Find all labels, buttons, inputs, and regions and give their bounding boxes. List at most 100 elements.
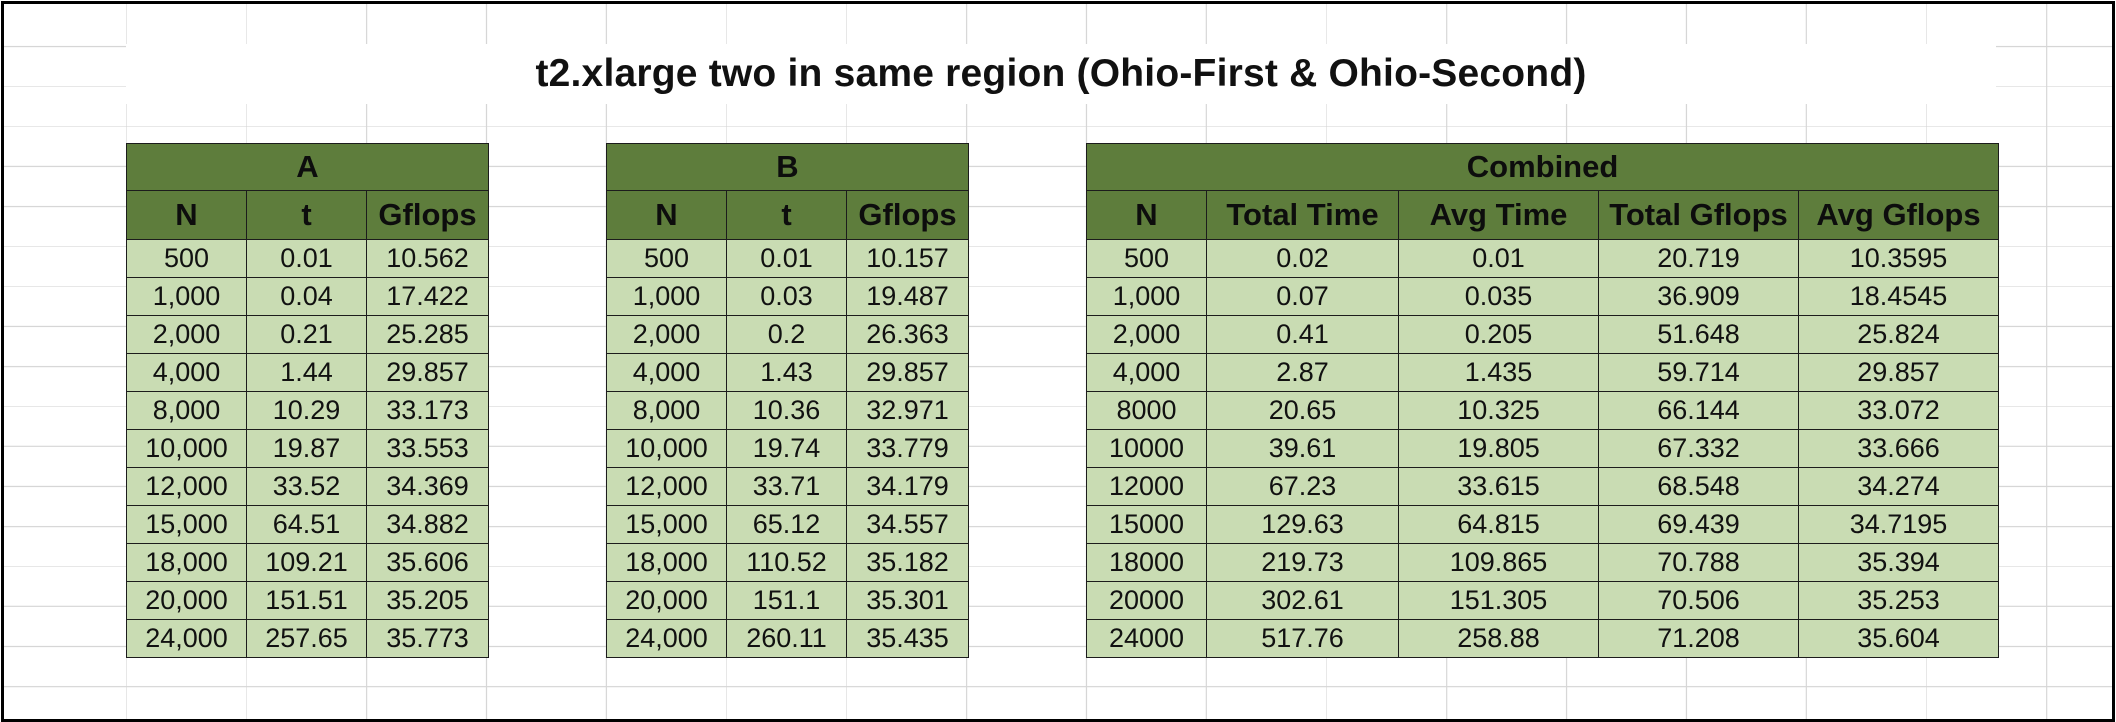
table-cell[interactable]: 0.01	[1398, 239, 1599, 278]
table-cell[interactable]: 26.363	[846, 315, 969, 354]
table-cell[interactable]: 2,000	[1086, 315, 1207, 354]
table-cell[interactable]: 29.857	[846, 353, 969, 392]
table-cell[interactable]: 517.76	[1206, 619, 1399, 658]
table-cell[interactable]: 33.615	[1398, 467, 1599, 506]
table-cell[interactable]: 129.63	[1206, 505, 1399, 544]
table-cell[interactable]: 10.29	[246, 391, 367, 430]
table-cell[interactable]: 1,000	[606, 277, 727, 316]
table-cell[interactable]: 18,000	[606, 543, 727, 582]
table-cell[interactable]: 39.61	[1206, 429, 1399, 468]
table-cell[interactable]: 29.857	[1797, 353, 2000, 392]
table-cell[interactable]: 64.51	[246, 505, 367, 544]
table-cell[interactable]: 0.02	[1206, 239, 1399, 278]
table-cell[interactable]: 0.035	[1398, 277, 1599, 316]
table-cell[interactable]: 12000	[1086, 467, 1207, 506]
table-cell[interactable]: 51.648	[1598, 315, 1799, 354]
table-cell[interactable]: 1.435	[1398, 353, 1599, 392]
table-cell[interactable]: 151.51	[246, 581, 367, 620]
table-cell[interactable]: 19.805	[1398, 429, 1599, 468]
table-cell[interactable]: 24000	[1086, 619, 1207, 658]
table-cell[interactable]: 258.88	[1398, 619, 1599, 658]
table-cell[interactable]: 20000	[1086, 581, 1207, 620]
table-cell[interactable]: 65.12	[726, 505, 847, 544]
table-cell[interactable]: 0.01	[246, 239, 367, 278]
table-cell[interactable]: 8,000	[606, 391, 727, 430]
table-cell[interactable]: 0.21	[246, 315, 367, 354]
table-cell[interactable]: 302.61	[1206, 581, 1399, 620]
table-cell[interactable]: 151.305	[1398, 581, 1599, 620]
table-cell[interactable]: 35.604	[1797, 619, 2000, 658]
table-cell[interactable]: 109.21	[246, 543, 367, 582]
table-cell[interactable]: 2.87	[1206, 353, 1399, 392]
table-cell[interactable]: 10.562	[366, 239, 489, 278]
table-cell[interactable]: 35.394	[1797, 543, 2000, 582]
table-cell[interactable]: 257.65	[246, 619, 367, 658]
table-cell[interactable]: 109.865	[1398, 543, 1599, 582]
table-cell[interactable]: 24,000	[606, 619, 727, 658]
table-cell[interactable]: 19.487	[846, 277, 969, 316]
table-cell[interactable]: 68.548	[1598, 467, 1799, 506]
table-cell[interactable]: 34.882	[366, 505, 489, 544]
table-cell[interactable]: 0.03	[726, 277, 847, 316]
table-cell[interactable]: 110.52	[726, 543, 847, 582]
table-cell[interactable]: 2,000	[126, 315, 247, 354]
table-cell[interactable]: 17.422	[366, 277, 489, 316]
table-cell[interactable]: 1,000	[1086, 277, 1207, 316]
table-cell[interactable]: 0.41	[1206, 315, 1399, 354]
table-cell[interactable]: 20.65	[1206, 391, 1399, 430]
table-cell[interactable]: 66.144	[1598, 391, 1799, 430]
table-cell[interactable]: 35.205	[366, 581, 489, 620]
table-cell[interactable]: 34.274	[1797, 467, 2000, 506]
table-cell[interactable]: 71.208	[1598, 619, 1799, 658]
table-cell[interactable]: 35.253	[1797, 581, 2000, 620]
table-cell[interactable]: 10,000	[126, 429, 247, 468]
table-cell[interactable]: 2,000	[606, 315, 727, 354]
table-cell[interactable]: 33.666	[1797, 429, 2000, 468]
table-cell[interactable]: 151.1	[726, 581, 847, 620]
table-cell[interactable]: 67.23	[1206, 467, 1399, 506]
table-cell[interactable]: 12,000	[126, 467, 247, 506]
table-cell[interactable]: 500	[606, 239, 727, 278]
table-cell[interactable]: 4,000	[126, 353, 247, 392]
table-cell[interactable]: 24,000	[126, 619, 247, 658]
table-cell[interactable]: 19.74	[726, 429, 847, 468]
table-cell[interactable]: 35.182	[846, 543, 969, 582]
table-cell[interactable]: 20,000	[126, 581, 247, 620]
table-cell[interactable]: 33.52	[246, 467, 367, 506]
table-cell[interactable]: 1,000	[126, 277, 247, 316]
table-cell[interactable]: 12,000	[606, 467, 727, 506]
table-cell[interactable]: 34.179	[846, 467, 969, 506]
table-cell[interactable]: 0.04	[246, 277, 367, 316]
table-cell[interactable]: 500	[1086, 239, 1207, 278]
table-cell[interactable]: 70.506	[1598, 581, 1799, 620]
table-cell[interactable]: 0.205	[1398, 315, 1599, 354]
table-cell[interactable]: 18.4545	[1797, 277, 2000, 316]
table-cell[interactable]: 64.815	[1398, 505, 1599, 544]
table-cell[interactable]: 33.553	[366, 429, 489, 468]
table-cell[interactable]: 10.325	[1398, 391, 1599, 430]
table-cell[interactable]: 10.3595	[1797, 239, 2000, 278]
table-cell[interactable]: 33.072	[1797, 391, 2000, 430]
table-cell[interactable]: 35.301	[846, 581, 969, 620]
table-cell[interactable]: 34.7195	[1797, 505, 2000, 544]
table-cell[interactable]: 33.71	[726, 467, 847, 506]
table-cell[interactable]: 20.719	[1598, 239, 1799, 278]
table-cell[interactable]: 36.909	[1598, 277, 1799, 316]
table-cell[interactable]: 69.439	[1598, 505, 1799, 544]
table-cell[interactable]: 32.971	[846, 391, 969, 430]
table-cell[interactable]: 20,000	[606, 581, 727, 620]
table-cell[interactable]: 15,000	[606, 505, 727, 544]
table-cell[interactable]: 8000	[1086, 391, 1207, 430]
table-cell[interactable]: 34.557	[846, 505, 969, 544]
table-cell[interactable]: 1.44	[246, 353, 367, 392]
table-cell[interactable]: 4,000	[1086, 353, 1207, 392]
table-cell[interactable]: 260.11	[726, 619, 847, 658]
table-cell[interactable]: 0.07	[1206, 277, 1399, 316]
table-cell[interactable]: 34.369	[366, 467, 489, 506]
table-cell[interactable]: 8,000	[126, 391, 247, 430]
table-cell[interactable]: 33.779	[846, 429, 969, 468]
table-cell[interactable]: 59.714	[1598, 353, 1799, 392]
table-cell[interactable]: 10.36	[726, 391, 847, 430]
table-cell[interactable]: 70.788	[1598, 543, 1799, 582]
table-cell[interactable]: 4,000	[606, 353, 727, 392]
